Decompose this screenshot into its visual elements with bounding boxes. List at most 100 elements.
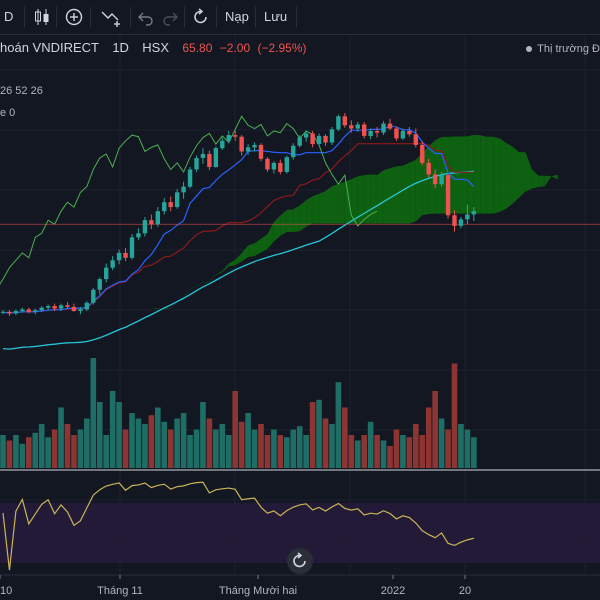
volume-bar [425, 407, 432, 468]
candle-body [452, 215, 457, 226]
cloud-segment [460, 136, 468, 214]
cloud-segment [390, 166, 397, 224]
cloud-segment [402, 162, 410, 224]
volume-bar [64, 424, 71, 468]
compare-icon[interactable] [100, 6, 122, 28]
cloud-segment [512, 146, 519, 204]
volume-bar [329, 424, 335, 468]
candle-body [355, 124, 360, 129]
volume-bar [309, 402, 316, 468]
cloud-segment [99, 311, 107, 313]
time-axis-label: Tháng Mười hai [219, 585, 297, 597]
volume-bar [193, 429, 200, 468]
volume-bar [451, 363, 458, 468]
candle-body [142, 220, 148, 234]
cloud-segment [222, 263, 229, 273]
volume-bar [0, 435, 6, 468]
volume-bar [348, 435, 355, 468]
cloud-segment [190, 285, 197, 290]
redo-icon[interactable] [162, 6, 178, 28]
cloud-segment [286, 209, 294, 233]
candle-body [213, 148, 219, 167]
candle-body [387, 123, 393, 129]
candle-body [39, 307, 44, 311]
volume-bar [77, 429, 84, 468]
cloud-segment [241, 245, 249, 262]
volume-bar [232, 391, 238, 468]
cloud-segment [306, 196, 313, 227]
market-status[interactable]: Thị trường Đ [526, 43, 600, 55]
candle-body [168, 202, 173, 208]
candle-body [33, 310, 38, 312]
last-price: 65.80 [182, 41, 213, 55]
cloud-segment [319, 191, 326, 224]
cloud-segment [325, 186, 332, 224]
save-button[interactable]: Lưu [264, 9, 288, 24]
volume-bar [84, 418, 90, 468]
cloud-segment [551, 174, 558, 180]
candle-body [104, 267, 109, 280]
ichimoku-legend[interactable]: 26 52 26 [0, 85, 43, 97]
volume-bar [316, 399, 322, 468]
volume-bar [303, 435, 309, 468]
candle-body [194, 158, 199, 170]
replay-button[interactable]: Nạp [225, 9, 249, 24]
candle-body [458, 219, 464, 226]
candles-icon[interactable] [33, 6, 51, 28]
indicator-lines [0, 115, 600, 350]
volume-bar [6, 440, 13, 468]
volume-bar [200, 402, 206, 468]
time-axis-label: 20 [459, 585, 471, 597]
chikou-line [0, 115, 378, 286]
candle-body [349, 125, 354, 129]
candle-body [65, 305, 70, 307]
volume-bar [245, 413, 251, 468]
volume-bar [335, 382, 342, 468]
symbol-exchange: HSX [142, 40, 170, 55]
candle-body [91, 289, 96, 303]
cloud-segment [228, 259, 236, 267]
market-status-label: Thị trường Đ [537, 43, 600, 55]
volume-bar [109, 391, 116, 468]
cloud-segment [338, 181, 345, 224]
toolbar-divider [130, 7, 131, 27]
volume-legend[interactable]: e 0 [0, 107, 16, 119]
reset-chart-button[interactable] [287, 548, 313, 574]
volume-bar [413, 424, 419, 468]
cloud-segment [202, 281, 210, 283]
volume-bar [161, 421, 168, 468]
candle-body [245, 147, 251, 152]
candle-body [310, 133, 315, 145]
candle-body [7, 311, 12, 314]
candle-body [394, 128, 399, 139]
cloud-segment [525, 152, 532, 192]
volume-bar [167, 429, 174, 468]
symbol-name[interactable]: hoán VNDIRECT [0, 40, 99, 55]
reload-icon[interactable] [192, 6, 210, 28]
interval-button[interactable]: D [4, 9, 14, 24]
volume-bar [367, 421, 374, 468]
candle-body [374, 131, 380, 133]
candle-body [181, 186, 186, 193]
cloud-segment [364, 174, 371, 224]
candle-body [58, 305, 64, 309]
undo-icon[interactable] [138, 6, 154, 28]
candle-body [123, 252, 128, 258]
cloud-segment [248, 243, 255, 257]
cloud-segment [538, 175, 545, 188]
cloud-segment [396, 165, 403, 224]
add-indicator-icon[interactable] [64, 6, 84, 28]
volume-bar [284, 437, 290, 468]
cloud-segment [170, 301, 178, 309]
volume-bar [238, 421, 245, 468]
candle-body [465, 214, 470, 220]
volume-bar [19, 443, 26, 468]
candle-body [200, 153, 206, 158]
volume-bars [0, 358, 477, 468]
ichimoku-cloud [86, 134, 558, 314]
candle-body [149, 220, 154, 225]
volume-bar [322, 418, 329, 468]
volume-bar [26, 437, 32, 468]
volume-bar [406, 437, 413, 468]
